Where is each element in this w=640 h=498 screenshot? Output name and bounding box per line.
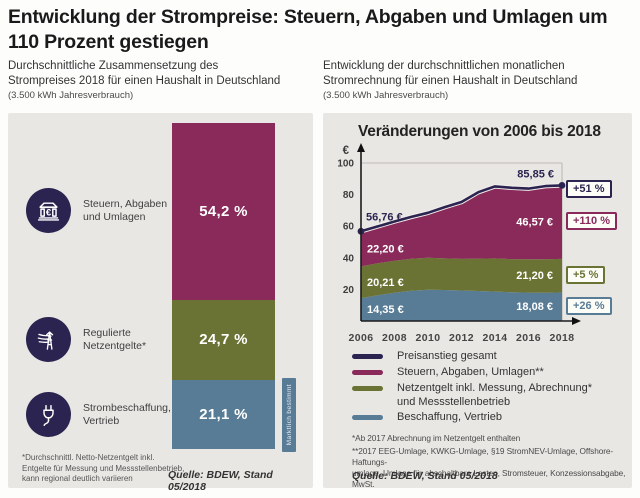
legend-label-beschaffung: Beschaffung, Vertrieb	[397, 411, 502, 423]
svg-text:60: 60	[343, 222, 355, 233]
market-determined-badge: Marktlich bestimmt	[282, 378, 296, 452]
page-title-line2: um 110 Prozent gestiegen	[8, 6, 608, 53]
svg-text:20: 20	[343, 285, 355, 296]
bar-segment-beschaffung: 21,1 %	[172, 380, 275, 449]
bar-segment-netzentgelte-value: 24,7 %	[199, 331, 248, 349]
svg-text:2012: 2012	[449, 332, 474, 344]
badge-steuern-change: +110 %	[566, 212, 618, 230]
svg-text:14,35 €: 14,35 €	[367, 304, 404, 316]
left-subtitle-line2: Strompreises 2018 für einen Haushalt in …	[8, 74, 281, 87]
badge-netzentgelt-change: +5 %	[566, 266, 606, 284]
right-source: Quelle: BDEW, Stand 05/2018	[352, 470, 498, 482]
legend-item-gesamt: Preisanstieg gesamt	[352, 350, 497, 364]
legend-label-steuern: Steuern, Abgaben, Umlagen**	[397, 366, 544, 378]
svg-text:€: €	[46, 208, 52, 219]
legend-swatch-beschaffung	[352, 415, 383, 420]
evolution-panel: Veränderungen von 2006 bis 2018 €20 40 60 8…	[323, 113, 632, 490]
right-subtitle-line2: Stromrechnung für einen Haushalt in Deut…	[323, 74, 578, 87]
svg-text:2018: 2018	[550, 332, 575, 344]
legend-swatch-steuern	[352, 370, 383, 375]
left-subtitle-line1: Durchschnittliche Zusammensetzung des	[8, 60, 219, 72]
composition-label-netzentgelte: Regulierte Netzentgelte*	[83, 326, 147, 352]
svg-text:100: 100	[337, 159, 354, 170]
bank-euro-icon: €	[26, 188, 71, 233]
badge-total-change: +51 %	[566, 180, 612, 198]
bar-segment-steuern: 54,2 %	[172, 123, 275, 300]
svg-text:18,08 €: 18,08 €	[516, 301, 553, 313]
svg-text:€: €	[343, 145, 350, 157]
left-consumption-note: (3.500 kWh Jahresverbrauch)	[8, 90, 134, 101]
svg-text:21,20 €: 21,20 €	[516, 270, 553, 282]
composition-row-netzentgelte: Regulierte Netzentgelte*	[26, 317, 179, 362]
legend-item-steuern: Steuern, Abgaben, Umlagen**	[352, 366, 544, 380]
composition-stacked-bar: 54,2 % 24,7 % 21,1 %	[172, 123, 275, 449]
composition-label-steuern: Steuern, Abgaben und Umlagen	[83, 197, 168, 223]
svg-text:2016: 2016	[516, 332, 541, 344]
legend-label-gesamt: Preisanstieg gesamt	[397, 350, 497, 362]
legend-swatch-gesamt	[352, 354, 383, 359]
legend-item-netzentgelt: Netzentgelt inkl. Messung, Abrechnung* u…	[352, 382, 592, 409]
svg-text:40: 40	[343, 253, 355, 264]
right-footnote2-line1: **2017 EEG-Umlage, KWKG-Umlage, §19 Stro…	[352, 446, 614, 467]
bar-segment-netzentgelte: 24,7 %	[172, 299, 275, 381]
left-footnote-line3: kann regional deutlich variieren	[22, 474, 133, 483]
power-plug-icon	[26, 392, 71, 437]
page-title: Entwicklung der Strompreise: Steuern, Ab…	[8, 5, 632, 55]
right-subtitle-line1: Entwicklung der durchschnittlichen monat…	[323, 60, 565, 72]
left-footnote: *Durchschnittl. Netto-Netzentgelt inkl. …	[22, 453, 184, 485]
svg-text:46,57 €: 46,57 €	[516, 217, 553, 229]
composition-row-steuern: € Steuern, Abgaben und Umlagen	[26, 188, 179, 233]
composition-panel: € Steuern, Abgaben und Umlagen Reguliert…	[8, 113, 313, 493]
badge-beschaffung-change: +26 %	[566, 297, 612, 315]
legend-item-beschaffung: Beschaffung, Vertrieb	[352, 411, 502, 425]
bar-segment-steuern-value: 54,2 %	[199, 202, 248, 220]
market-determined-label: Marktlich bestimmt	[285, 384, 293, 446]
svg-text:2006: 2006	[349, 332, 374, 344]
right-footnote2-line2: umlage, Umlage für abschaltbare Lasten, …	[352, 468, 626, 489]
legend-label-netzentgelt: Netzentgelt inkl. Messung, Abrechnung* u…	[397, 382, 592, 409]
svg-text:20,21 €: 20,21 €	[367, 277, 404, 289]
svg-text:2008: 2008	[382, 332, 407, 344]
bar-segment-beschaffung-value: 21,1 %	[199, 406, 248, 424]
right-subtitle: Entwicklung der durchschnittlichen monat…	[323, 59, 631, 88]
left-footnote-line2: Entgelte für Messung und Messstellenbetr…	[22, 463, 185, 473]
svg-text:2010: 2010	[416, 332, 441, 344]
composition-label-beschaffung: Strombeschaffung, Vertrieb	[83, 401, 171, 427]
right-consumption-note: (3.500 kWh Jahresverbrauch)	[323, 90, 449, 101]
legend-label-netzentgelt-line1: Netzentgelt inkl. Messung, Abrechnung*	[397, 382, 593, 394]
right-footnote1: *Ab 2017 Abrechnung im Netzentgelt entha…	[352, 433, 521, 443]
legend-swatch-netzentgelt	[352, 386, 383, 391]
power-pylon-icon	[26, 317, 71, 362]
page-title-line1: Entwicklung der Strompreise: Steuern, Ab…	[8, 6, 574, 28]
svg-text:85,85 €: 85,85 €	[517, 168, 554, 180]
svg-text:80: 80	[343, 190, 355, 201]
left-subtitle: Durchschnittliche Zusammensetzung des St…	[8, 59, 316, 88]
right-footnote2: **2017 EEG-Umlage, KWKG-Umlage, §19 Stro…	[352, 446, 632, 490]
left-source: Quelle: BDEW, Stand 05/2018	[168, 469, 273, 493]
svg-text:56,76 €: 56,76 €	[366, 211, 403, 223]
evolution-area-chart: €20 40 60 80 100 2006 2008 2010 2012 2014 2016 2018…	[337, 143, 581, 344]
composition-row-beschaffung: Strombeschaffung, Vertrieb	[26, 392, 179, 437]
evolution-chart-title: Veränderungen von 2006 bis 2018	[358, 123, 601, 140]
svg-text:2014: 2014	[483, 332, 508, 344]
legend-label-netzentgelt-line2: und Messstellenbetrieb	[397, 395, 511, 408]
left-footnote-line1: *Durchschnittl. Netto-Netzentgelt inkl.	[22, 453, 155, 462]
svg-text:22,20 €: 22,20 €	[367, 243, 404, 255]
